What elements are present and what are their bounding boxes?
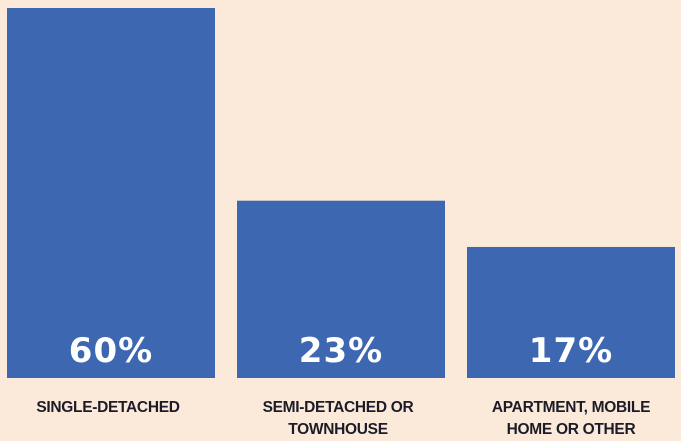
category-label: SEMI-DETACHED OR TOWNHOUSE [262,399,414,438]
value-labels: 60% 23% 17% [69,331,613,371]
bar [7,8,215,378]
category-label: APARTMENT, MOBILE HOME OR OTHER [491,399,651,438]
value-label: 23% [299,331,383,371]
bar [237,200,445,378]
plot-area [7,8,675,378]
bar [467,246,675,378]
category-label: SINGLE-DETACHED [36,399,180,416]
value-label: 17% [529,331,613,371]
value-label: 60% [69,331,153,371]
